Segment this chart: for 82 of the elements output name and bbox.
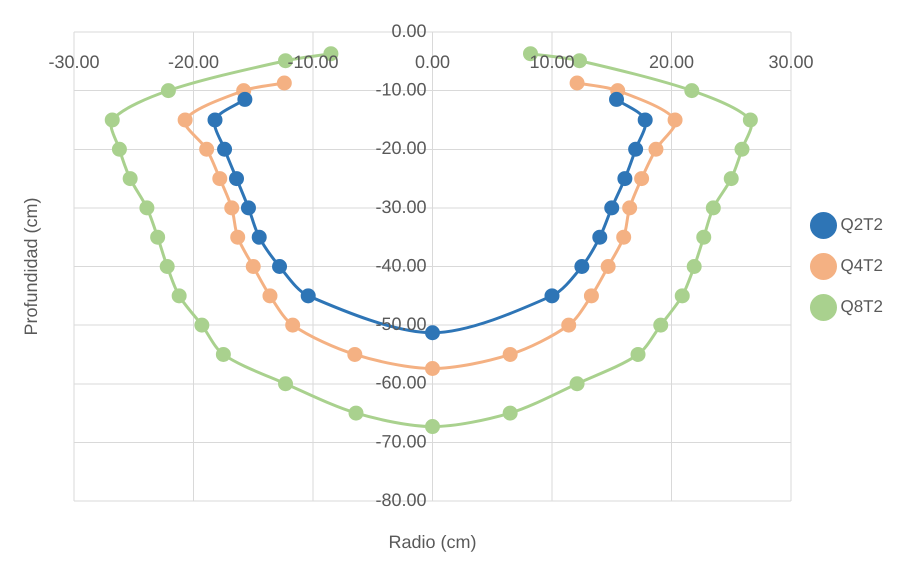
point xyxy=(194,318,210,333)
y-tick-label: -80.00 xyxy=(375,490,426,510)
point xyxy=(224,200,240,216)
point xyxy=(584,288,599,304)
point xyxy=(634,171,650,186)
y-axis-title: Profundidad (cm) xyxy=(20,197,41,336)
y-tick-label: -20.00 xyxy=(375,138,426,158)
point xyxy=(424,325,440,340)
point xyxy=(609,92,624,107)
point xyxy=(592,230,608,245)
point xyxy=(600,259,616,274)
point xyxy=(240,200,256,216)
y-tick-label: 0.00 xyxy=(391,20,426,41)
point xyxy=(502,406,518,421)
point xyxy=(706,200,721,216)
point xyxy=(424,419,440,434)
point xyxy=(696,230,712,245)
point xyxy=(276,76,292,91)
point xyxy=(160,83,176,98)
point xyxy=(237,92,252,107)
point xyxy=(252,230,267,245)
point xyxy=(199,142,214,157)
x-axis-title: Radio (cm) xyxy=(388,532,476,552)
point xyxy=(616,230,632,245)
point xyxy=(178,112,193,128)
point xyxy=(742,112,758,128)
point xyxy=(604,200,620,216)
x-tick-label: 10.00 xyxy=(529,52,575,72)
point xyxy=(630,346,646,362)
point xyxy=(150,230,166,245)
point xyxy=(628,142,644,157)
point xyxy=(208,112,223,128)
point xyxy=(230,230,246,245)
point xyxy=(112,142,127,157)
point xyxy=(104,112,120,128)
point xyxy=(638,112,653,128)
point xyxy=(262,288,278,304)
point xyxy=(348,406,364,421)
point xyxy=(570,76,585,91)
point xyxy=(734,142,750,157)
y-tick-label: -30.00 xyxy=(375,196,426,217)
point xyxy=(684,83,700,98)
point xyxy=(424,361,440,376)
x-tick-label: -30.00 xyxy=(48,52,100,72)
x-tick-label: 0.00 xyxy=(414,52,450,72)
point xyxy=(122,171,138,186)
point xyxy=(212,171,228,186)
legend-label: Q2T2 xyxy=(840,215,884,234)
point xyxy=(570,376,585,392)
point xyxy=(622,200,638,216)
point xyxy=(686,259,702,274)
point xyxy=(544,288,560,304)
point xyxy=(347,346,362,362)
x-tick-label: 20.00 xyxy=(648,52,694,72)
y-tick-label: -70.00 xyxy=(375,431,426,452)
point xyxy=(272,259,288,274)
point xyxy=(300,288,316,304)
point xyxy=(653,318,668,333)
point xyxy=(172,288,187,304)
point xyxy=(217,142,232,157)
point xyxy=(502,346,518,362)
point xyxy=(574,259,590,274)
point xyxy=(668,112,683,128)
y-tick-label: -10.00 xyxy=(375,80,426,100)
y-tick-label: -40.00 xyxy=(375,255,426,276)
point xyxy=(617,171,632,186)
point xyxy=(229,171,244,186)
point xyxy=(674,288,690,304)
legend-label: Q4T2 xyxy=(840,256,884,276)
legend-label: Q8T2 xyxy=(840,297,884,316)
point xyxy=(216,346,231,362)
x-tick-label: -20.00 xyxy=(168,52,220,72)
point xyxy=(160,259,175,274)
point xyxy=(139,200,154,216)
y-tick-label: -60.00 xyxy=(375,372,426,393)
point xyxy=(246,259,261,274)
point xyxy=(285,318,300,333)
point xyxy=(724,171,739,186)
point xyxy=(648,142,664,157)
point xyxy=(278,376,294,392)
x-tick-label: 30.00 xyxy=(768,52,814,72)
point xyxy=(561,318,576,333)
